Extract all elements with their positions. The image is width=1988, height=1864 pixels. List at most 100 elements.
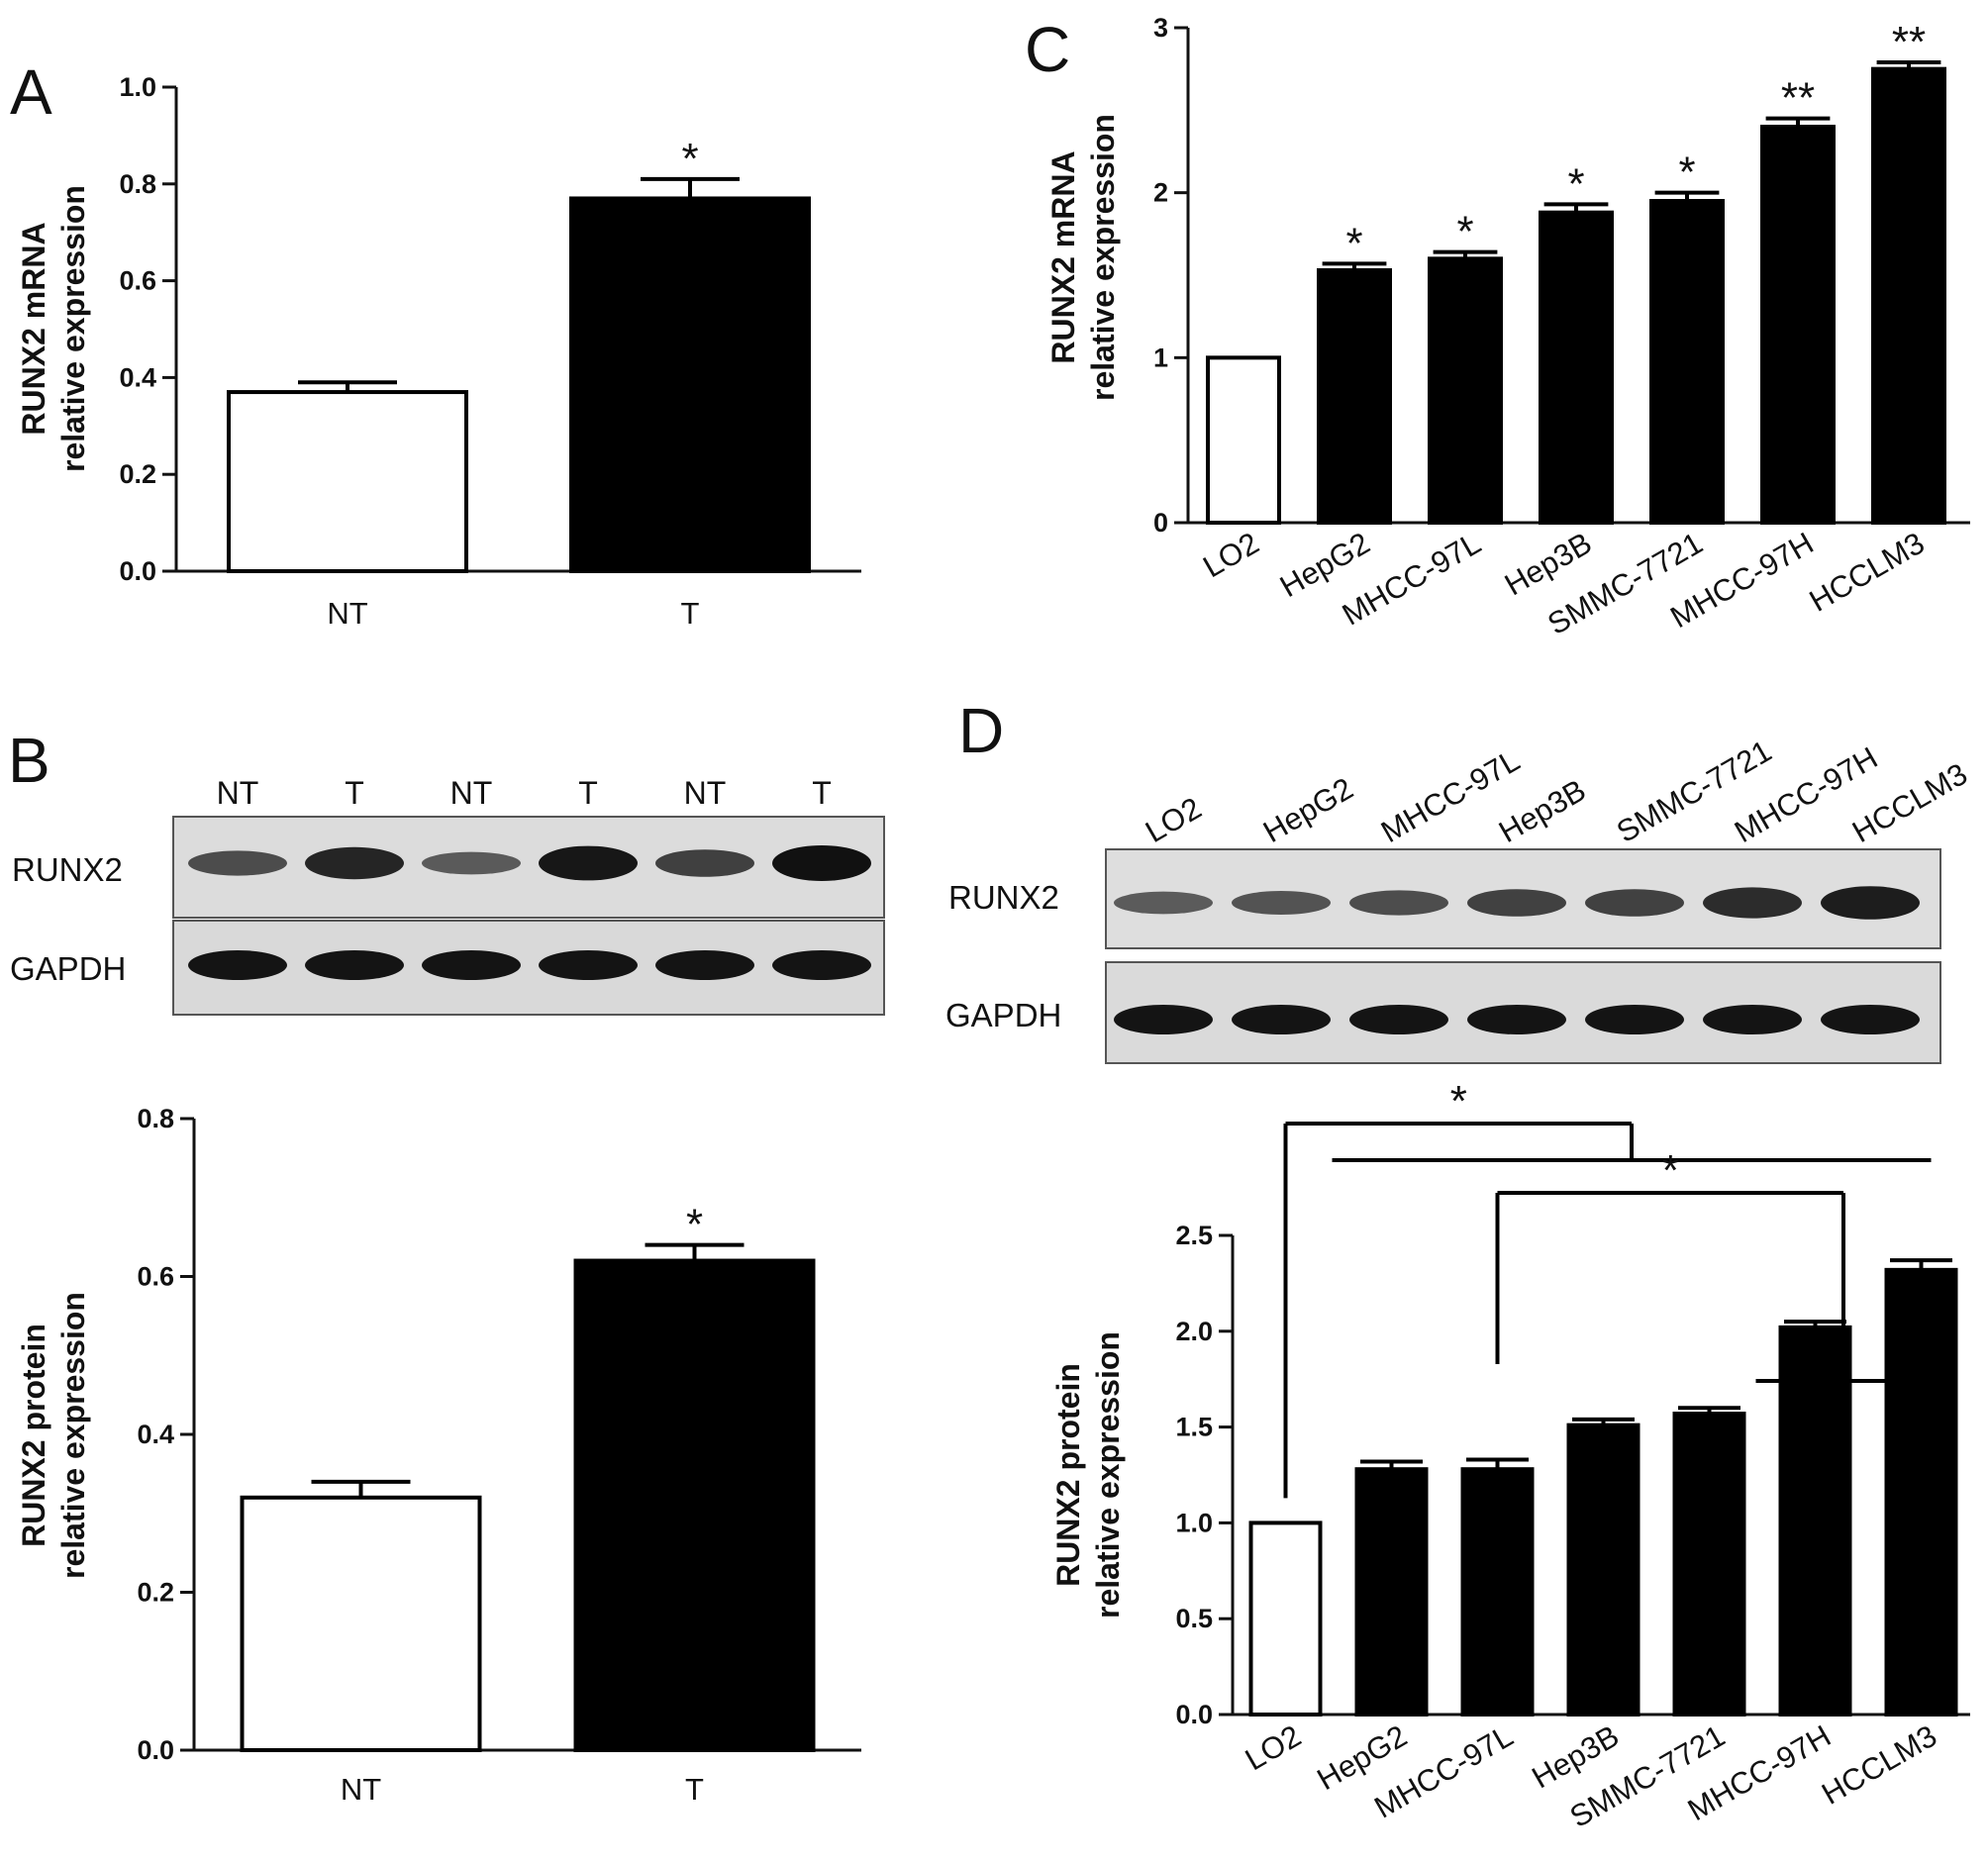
bar (1566, 1423, 1640, 1717)
significance-marker: * (681, 135, 698, 183)
bar (240, 1495, 482, 1753)
panel-letter-b: B (8, 725, 50, 796)
lane-label: T (812, 775, 832, 811)
y-axis-label: relative expression (55, 1292, 91, 1579)
bar (1649, 199, 1725, 525)
lane-label: NT (217, 775, 259, 811)
significance-marker: * (1345, 219, 1362, 267)
y-tick-label: 1 (1153, 343, 1168, 372)
gapdh-band (1114, 1005, 1213, 1034)
blot-d-bands (1114, 886, 1920, 1034)
blot-d-row-label-gapdh: GAPDH (945, 997, 1061, 1033)
bar (1317, 268, 1392, 525)
panel-letter-a: A (10, 56, 52, 128)
runx2-band (305, 846, 404, 880)
gapdh-band (305, 950, 404, 980)
runx2-band (655, 849, 754, 877)
y-tick-label: 2.5 (1175, 1221, 1213, 1250)
lane-label: HepG2 (1257, 771, 1359, 849)
y-tick-label: 0.0 (119, 556, 156, 586)
gapdh-band (772, 950, 871, 980)
bar (1248, 1521, 1323, 1717)
bar (1778, 1324, 1852, 1717)
lane-label: LO2 (1140, 790, 1207, 849)
bar (1884, 1267, 1958, 1717)
bar (1354, 1467, 1429, 1717)
blot-b-row-label-gapdh: GAPDH (10, 950, 126, 987)
runx2-band (772, 845, 871, 881)
y-axis-label: RUNX2 mRNA (1045, 150, 1081, 363)
runx2-band (539, 845, 638, 881)
y-tick-label: 0.8 (119, 169, 156, 199)
significance-marker: * (1567, 159, 1584, 208)
lane-label: T (578, 775, 598, 811)
chart-d: 0.0 0.5 1.0 1.5 2.0 2.5 RUNX2 protein relative … (1050, 1077, 1970, 1834)
y-tick-label: 0.0 (137, 1735, 174, 1765)
comparison-bracket: * (1495, 1146, 1932, 1383)
lane-label: NT (450, 775, 493, 811)
y-axis-label: relative expression (1085, 114, 1121, 401)
bar (1428, 256, 1503, 525)
runx2-band (1232, 891, 1331, 915)
x-tick-label: T (685, 1772, 704, 1807)
significance-marker: ** (1892, 18, 1926, 66)
x-tick-label: T (681, 596, 700, 631)
bar (227, 390, 468, 573)
bar (1871, 66, 1946, 526)
runx2-band (1349, 890, 1448, 916)
y-axis-label: relative expression (55, 185, 91, 472)
y-tick-label: 2.0 (1175, 1317, 1213, 1346)
gapdh-band (1467, 1005, 1566, 1034)
x-tick-label: LO2 (1197, 526, 1264, 585)
significance-marker: * (1456, 208, 1473, 256)
runx2-band (1467, 889, 1566, 917)
blot-b-gapdh-membrane (172, 920, 885, 1016)
runx2-band (1821, 886, 1920, 920)
lane-label: T (345, 775, 364, 811)
y-tick-label: 0.4 (137, 1420, 174, 1449)
bar (569, 196, 811, 573)
runx2-band (1585, 889, 1684, 917)
y-tick-label: 2 (1153, 178, 1168, 208)
gapdh-band (1585, 1005, 1684, 1034)
significance-marker: * (1678, 148, 1695, 197)
runx2-band (188, 850, 287, 876)
gapdh-band (1821, 1005, 1920, 1034)
y-tick-label: 1.5 (1175, 1413, 1213, 1442)
blot-b-lanes: NT T NT T NT T (217, 775, 832, 811)
y-tick-label: 0.8 (137, 1104, 174, 1133)
significance-marker: * (686, 1201, 703, 1249)
runx2-band (1703, 887, 1802, 919)
blot-b-row-label-runx2: RUNX2 (12, 851, 123, 888)
chart-b: 0.0 0.2 0.4 0.6 0.8 RUNX2 protein relative exp… (16, 1104, 861, 1807)
y-tick-label: 3 (1153, 13, 1168, 43)
lane-label: Hep3B (1493, 772, 1592, 849)
bar (1760, 125, 1836, 525)
significance-marker: ** (1781, 74, 1815, 123)
y-axis-label: RUNX2 protein (16, 1324, 51, 1547)
runx2-band (422, 851, 521, 875)
panel-letter-c: C (1025, 14, 1070, 85)
x-tick-label: LO2 (1240, 1718, 1307, 1778)
gapdh-band (1232, 1005, 1331, 1034)
y-tick-label: 1.0 (119, 72, 156, 102)
blot-b-bands (188, 845, 871, 980)
comparison-bracket: * (1283, 1077, 1932, 1499)
gapdh-band (422, 950, 521, 980)
lane-label: NT (684, 775, 727, 811)
blot-d-row-label-runx2: RUNX2 (948, 879, 1059, 916)
comparison-marker: * (1662, 1146, 1679, 1195)
bar (573, 1258, 816, 1753)
panel-letter-d: D (958, 695, 1004, 766)
bar (1539, 210, 1614, 526)
bar (1460, 1467, 1535, 1717)
gapdh-band (188, 950, 287, 980)
gapdh-band (1703, 1005, 1802, 1034)
gapdh-band (1349, 1005, 1448, 1034)
x-tick-label: HCCLM3 (1816, 1718, 1942, 1812)
y-tick-label: 0.4 (119, 362, 156, 392)
chart-a: 0.0 0.2 0.4 0.6 0.8 1.0 RUNX2 mRNA relative exp… (16, 72, 861, 631)
